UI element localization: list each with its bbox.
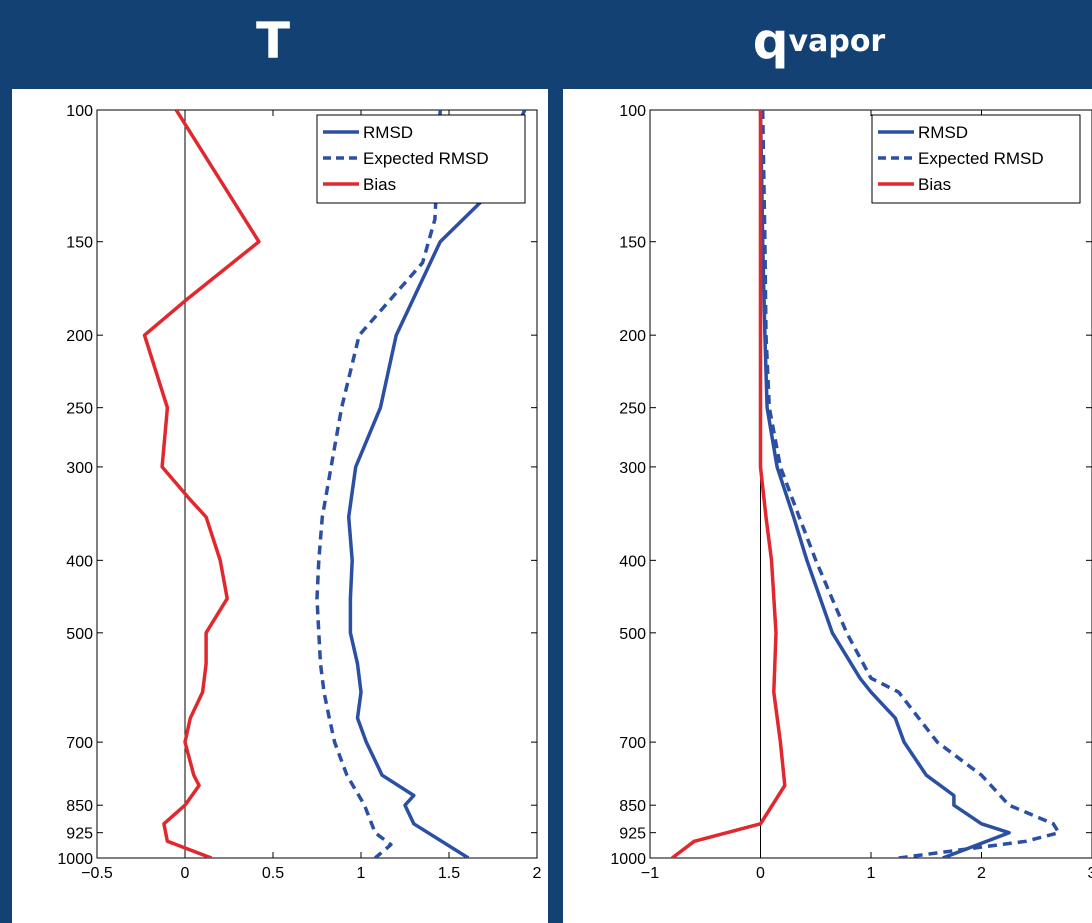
x-tick-label: 1.5 [438,865,460,882]
series-line-rmsd [346,110,527,858]
series-line-expected-rmsd [315,110,442,858]
y-tick-label: 200 [66,328,93,345]
left-panel-title: T [255,12,291,70]
x-tick-label: −1 [641,865,659,882]
series-line-bias [142,110,261,858]
y-tick-label: 850 [66,798,93,815]
x-tick-label: 2 [977,865,986,882]
series-line-bias [671,110,787,858]
x-tick-label: 3 [1088,865,1092,882]
right-title-base: q [752,12,789,70]
y-tick-label: 925 [66,826,93,843]
y-tick-label: 200 [619,328,646,345]
series-line-expected-rmsd [760,110,1061,858]
y-tick-label: 1000 [57,851,93,868]
legend-label: RMSD [363,123,413,142]
y-tick-label: 250 [66,401,93,418]
y-tick-label: 300 [619,460,646,477]
y-tick-label: 925 [619,826,646,843]
y-tick-label: 500 [619,626,646,643]
y-tick-label: 400 [66,553,93,570]
plot-frame [649,109,1092,859]
y-tick-label: 400 [619,553,646,570]
y-tick-label: 250 [619,401,646,418]
y-tick-label: 150 [619,235,646,252]
x-tick-label: −0.5 [81,865,113,882]
legend-label: RMSD [918,123,968,142]
series-line-rmsd [758,110,1011,858]
chart-2: 100 150 200 250 300 400 500 700 850 925 1000−1 0 1 2 3… [610,103,1092,882]
legend-label: Expected RMSD [918,149,1044,168]
y-tick-label: 100 [619,103,646,120]
chart-1: 100 150 200 250 300 400 500 700 850 925 1000−0.5 0 0… [57,103,541,882]
y-tick-label: 700 [619,735,646,752]
legend-label: Bias [363,175,396,194]
x-tick-label: 0 [756,865,765,882]
y-tick-label: 300 [66,460,93,477]
left-chart-panel [12,89,548,923]
legend-label: Bias [918,175,951,194]
x-tick-label: 1 [357,865,366,882]
right-title-subscript: vapor [788,23,886,59]
plot-frame [96,109,538,859]
y-tick-label: 700 [66,735,93,752]
x-tick-label: 0.5 [262,865,284,882]
x-tick-label: 1 [867,865,876,882]
x-tick-label: 2 [533,865,542,882]
legend-label: Expected RMSD [363,149,489,168]
y-tick-label: 850 [619,798,646,815]
y-tick-label: 150 [66,235,93,252]
right-chart-panel [563,89,1092,923]
y-tick-label: 500 [66,626,93,643]
y-tick-label: 100 [66,103,93,120]
y-tick-label: 1000 [610,851,646,868]
right-panel-title: q vapor [546,0,1092,82]
x-tick-label: 0 [181,865,190,882]
